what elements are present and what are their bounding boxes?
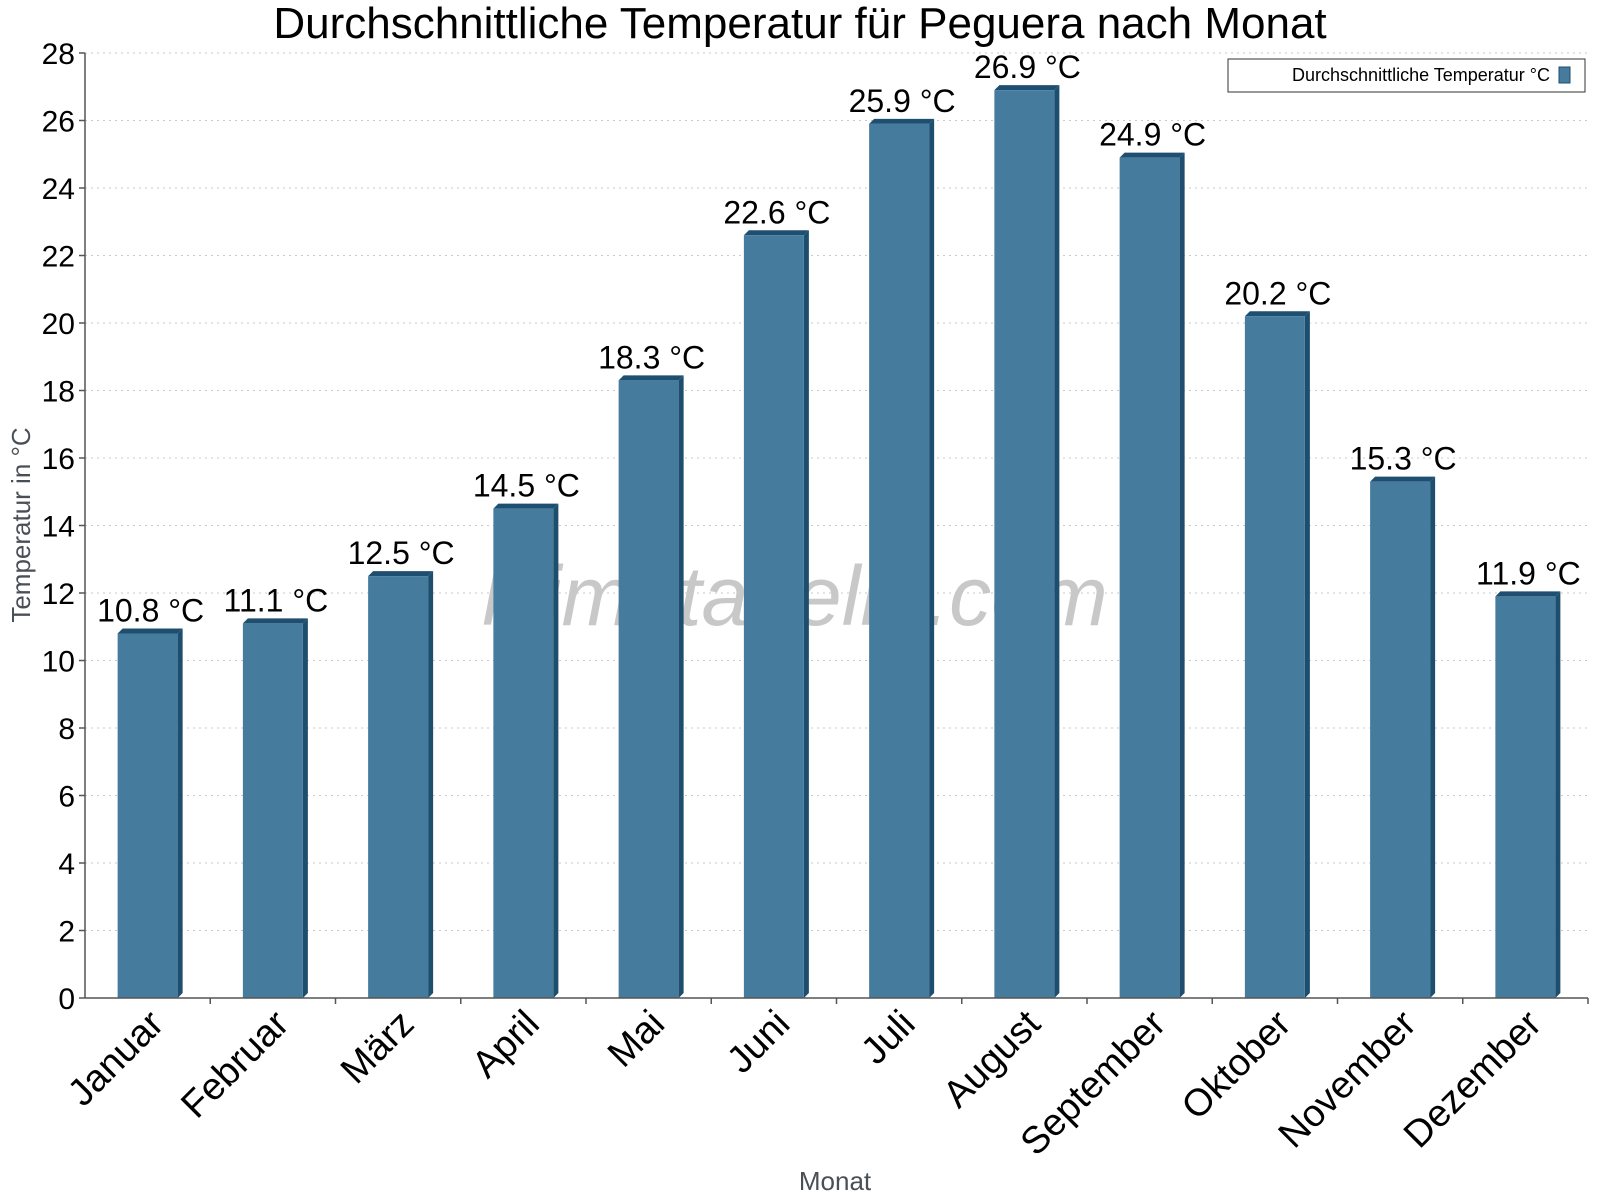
- y-tick-label: 10: [42, 646, 75, 679]
- bar-top: [493, 503, 559, 509]
- bar-face: [1370, 481, 1431, 998]
- x-tick-label: August: [935, 1002, 1049, 1116]
- y-tick-label: 22: [42, 241, 75, 274]
- x-tick-label: Juli: [853, 1003, 923, 1073]
- bar-top: [1370, 476, 1436, 482]
- data-labels: 10.8 °C 11.1 °C 12.5 °C 14.5 °C 18.3 °C 22.6 …: [97, 49, 1581, 628]
- bar-face: [368, 576, 429, 998]
- bar-top: [242, 618, 308, 624]
- bar-face: [743, 235, 804, 998]
- y-tick-label: 0: [58, 983, 75, 1016]
- legend-box: [1227, 58, 1586, 93]
- y-tick-label: 4: [58, 848, 75, 881]
- bar-side: [302, 618, 308, 998]
- bar-top: [1495, 591, 1561, 597]
- bar-face: [1244, 316, 1305, 998]
- x-tick-label: März: [333, 1003, 422, 1092]
- bar: [1119, 152, 1185, 998]
- y-axis-title: Temperatur in °C: [6, 427, 36, 622]
- x-tick-label: April: [464, 1003, 547, 1086]
- legend-swatch: [1558, 66, 1571, 84]
- y-tick-label: 26: [42, 106, 75, 139]
- x-tick-label: Oktober: [1174, 1002, 1300, 1128]
- bar-face: [242, 623, 303, 998]
- data-label: 12.5 °C: [348, 535, 455, 571]
- bars: [117, 85, 1561, 998]
- y-tick-label: 24: [42, 173, 75, 206]
- legend-label: Durchschnittliche Temperatur °C: [1292, 65, 1550, 85]
- bar: [1244, 311, 1310, 998]
- bar-face: [1119, 157, 1180, 998]
- bar: [117, 628, 183, 998]
- y-tick-label: 20: [42, 308, 75, 341]
- y-tick-label: 2: [58, 916, 75, 949]
- bar: [368, 571, 434, 998]
- y-tick-label: 6: [58, 781, 75, 814]
- bar-face: [618, 380, 679, 998]
- data-label: 20.2 °C: [1224, 275, 1331, 311]
- bar-top: [368, 571, 434, 577]
- data-label: 10.8 °C: [97, 593, 204, 629]
- legend: Durchschnittliche Temperatur °C: [1227, 58, 1586, 93]
- bar-face: [994, 90, 1055, 998]
- bar-side: [803, 230, 809, 998]
- bar-top: [1244, 311, 1310, 317]
- bar-top: [117, 628, 183, 634]
- data-label: 11.9 °C: [1476, 555, 1581, 591]
- x-tick-label: Mai: [600, 1003, 673, 1076]
- bar: [869, 118, 935, 998]
- bar-top: [994, 85, 1060, 91]
- bar-side: [428, 571, 434, 998]
- y-tick-label: 18: [42, 376, 75, 409]
- data-label: 11.1 °C: [224, 582, 329, 618]
- bar-side: [1304, 311, 1310, 998]
- bar: [994, 85, 1060, 998]
- bar: [1370, 476, 1436, 998]
- bar-face: [117, 633, 178, 998]
- bar-side: [553, 503, 559, 998]
- y-tick-label: 12: [42, 578, 75, 611]
- data-label: 22.6 °C: [723, 194, 830, 230]
- y-tick-label: 8: [58, 713, 75, 746]
- y-tick-label: 16: [42, 443, 75, 476]
- bar-top: [618, 375, 684, 381]
- data-label: 18.3 °C: [598, 339, 705, 375]
- chart-title: Durchschnittliche Temperatur für Peguera…: [273, 0, 1326, 48]
- gridlines: [85, 52, 1588, 931]
- bar-side: [929, 118, 935, 998]
- y-tick-label: 14: [42, 511, 75, 544]
- data-label: 26.9 °C: [974, 49, 1081, 85]
- bar: [493, 503, 559, 998]
- bar-side: [1430, 476, 1436, 998]
- bar-top: [869, 118, 935, 124]
- y-tick-label: 28: [42, 38, 75, 71]
- data-label: 14.5 °C: [473, 468, 580, 504]
- bar-face: [493, 508, 554, 998]
- bar-side: [1179, 152, 1185, 998]
- bar-side: [1054, 85, 1060, 998]
- bar-side: [177, 628, 183, 998]
- x-tick-label: Juni: [719, 1003, 798, 1082]
- bar: [1495, 591, 1561, 998]
- bar: [618, 375, 684, 998]
- bar: [242, 618, 308, 998]
- data-label: 15.3 °C: [1350, 441, 1457, 477]
- x-tick-label: Januar: [60, 1002, 172, 1114]
- x-tick-label: Dezember: [1396, 1002, 1550, 1156]
- data-label: 24.9 °C: [1099, 117, 1206, 153]
- bar-face: [869, 123, 930, 998]
- bar: [743, 230, 809, 998]
- bar-top: [743, 230, 809, 236]
- bar-side: [678, 375, 684, 998]
- bar-top: [1119, 152, 1185, 158]
- bar-side: [1555, 591, 1561, 998]
- x-tick-label: Februar: [173, 1002, 297, 1126]
- data-label: 25.9 °C: [849, 83, 956, 119]
- bar-face: [1495, 596, 1556, 998]
- x-axis-title: Monat: [799, 1166, 872, 1196]
